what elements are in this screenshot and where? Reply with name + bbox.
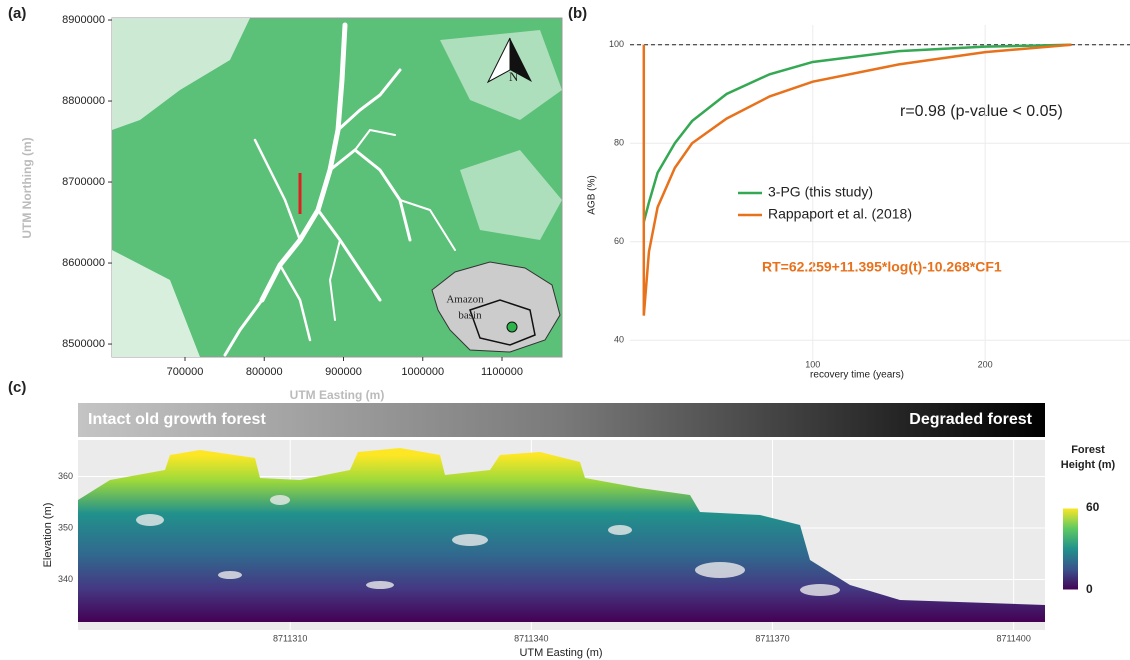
x-tick-label: 900000 bbox=[325, 366, 362, 378]
x-tick-label: 8711400 bbox=[996, 633, 1030, 643]
y-axis-title: Elevation (m) bbox=[42, 503, 54, 568]
colorbar bbox=[1063, 508, 1078, 590]
y-axis-title: UTM Northing (m) bbox=[20, 137, 34, 238]
y-tick-label: 8600000 bbox=[62, 257, 105, 269]
y-tick-label: 8800000 bbox=[62, 95, 105, 107]
north-label: N bbox=[509, 69, 519, 84]
y-tick-label: 8700000 bbox=[62, 176, 105, 188]
panel-label: (b) bbox=[568, 5, 587, 22]
y-tick-label: 60 bbox=[614, 236, 624, 246]
x-tick-label: 100 bbox=[805, 359, 820, 369]
y-tick-label: 8900000 bbox=[62, 14, 105, 26]
inset-label: basin bbox=[458, 310, 482, 322]
x-tick-label: 800000 bbox=[246, 366, 283, 378]
y-axis-title: AGB (%) bbox=[587, 175, 598, 214]
legend-label: Rappaport et al. (2018) bbox=[768, 206, 912, 222]
annotation: r=0.98 (p-value < 0.05) bbox=[900, 103, 1063, 120]
colorbar-label: 0 bbox=[1086, 582, 1093, 596]
x-tick-label: 8711370 bbox=[755, 633, 789, 643]
banner-label: Degraded forest bbox=[909, 411, 1032, 428]
x-axis-title: recovery time (years) bbox=[810, 370, 904, 381]
x-axis-title: UTM Easting (m) bbox=[290, 388, 385, 402]
y-tick-label: 340 bbox=[58, 574, 73, 584]
banner-label: Intact old growth forest bbox=[88, 411, 266, 428]
plot-area bbox=[630, 25, 1130, 360]
inset-label: Amazon bbox=[446, 294, 484, 306]
annotation: RT=62.259+11.395*log(t)-10.268*CF1 bbox=[762, 259, 1002, 275]
x-tick-label: 8711340 bbox=[514, 633, 548, 643]
panel-label: (a) bbox=[8, 5, 26, 22]
figure: (a) (b) (c) N Amazon basin UTM Eastin bbox=[0, 0, 1130, 660]
x-tick-label: 1000000 bbox=[401, 366, 444, 378]
x-tick-label: 200 bbox=[978, 359, 993, 369]
x-tick-label: 1100000 bbox=[481, 366, 523, 378]
y-tick-label: 80 bbox=[614, 138, 624, 148]
x-tick-label: 700000 bbox=[167, 366, 204, 378]
y-tick-label: 8500000 bbox=[62, 338, 105, 350]
colorbar-title: Height (m) bbox=[1061, 459, 1116, 471]
y-tick-label: 40 bbox=[614, 335, 624, 345]
legend-label: 3-PG (this study) bbox=[768, 184, 873, 200]
x-axis-title: UTM Easting (m) bbox=[519, 647, 602, 659]
panel-label: (c) bbox=[8, 379, 26, 396]
colorbar-label: 60 bbox=[1086, 500, 1100, 514]
y-tick-label: 100 bbox=[609, 39, 624, 49]
map: N Amazon basin bbox=[112, 18, 562, 357]
y-tick-label: 360 bbox=[58, 471, 73, 481]
x-tick-label: 8711310 bbox=[273, 633, 307, 643]
y-tick-label: 350 bbox=[58, 522, 73, 532]
colorbar-title: Forest bbox=[1071, 444, 1105, 456]
